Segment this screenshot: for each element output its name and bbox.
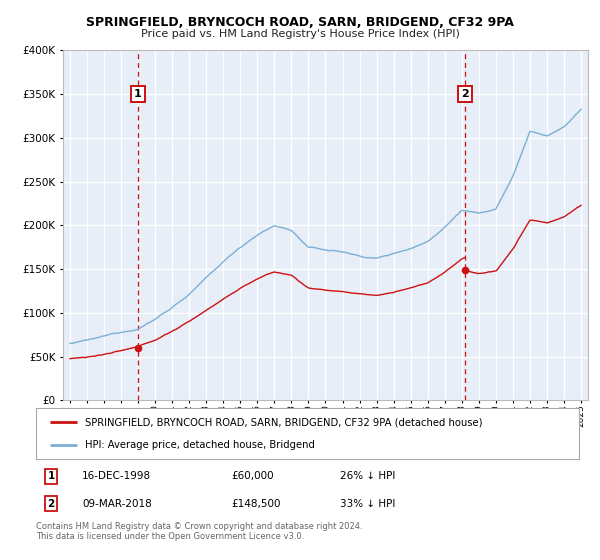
Text: Contains HM Land Registry data © Crown copyright and database right 2024.
This d: Contains HM Land Registry data © Crown c…	[36, 522, 362, 542]
Text: £148,500: £148,500	[232, 499, 281, 508]
Text: Price paid vs. HM Land Registry's House Price Index (HPI): Price paid vs. HM Land Registry's House …	[140, 29, 460, 39]
Text: 2: 2	[47, 499, 55, 508]
Text: SPRINGFIELD, BRYNCOCH ROAD, SARN, BRIDGEND, CF32 9PA (detached house): SPRINGFIELD, BRYNCOCH ROAD, SARN, BRIDGE…	[85, 417, 482, 427]
Text: SPRINGFIELD, BRYNCOCH ROAD, SARN, BRIDGEND, CF32 9PA: SPRINGFIELD, BRYNCOCH ROAD, SARN, BRIDGE…	[86, 16, 514, 29]
Text: 09-MAR-2018: 09-MAR-2018	[82, 499, 152, 508]
Text: £60,000: £60,000	[232, 472, 274, 481]
Text: 26% ↓ HPI: 26% ↓ HPI	[340, 472, 395, 481]
Text: HPI: Average price, detached house, Bridgend: HPI: Average price, detached house, Brid…	[85, 440, 315, 450]
Text: 16-DEC-1998: 16-DEC-1998	[82, 472, 151, 481]
Text: 33% ↓ HPI: 33% ↓ HPI	[340, 499, 395, 508]
Text: 1: 1	[47, 472, 55, 481]
Text: 2: 2	[461, 89, 469, 99]
Text: 1: 1	[134, 89, 142, 99]
